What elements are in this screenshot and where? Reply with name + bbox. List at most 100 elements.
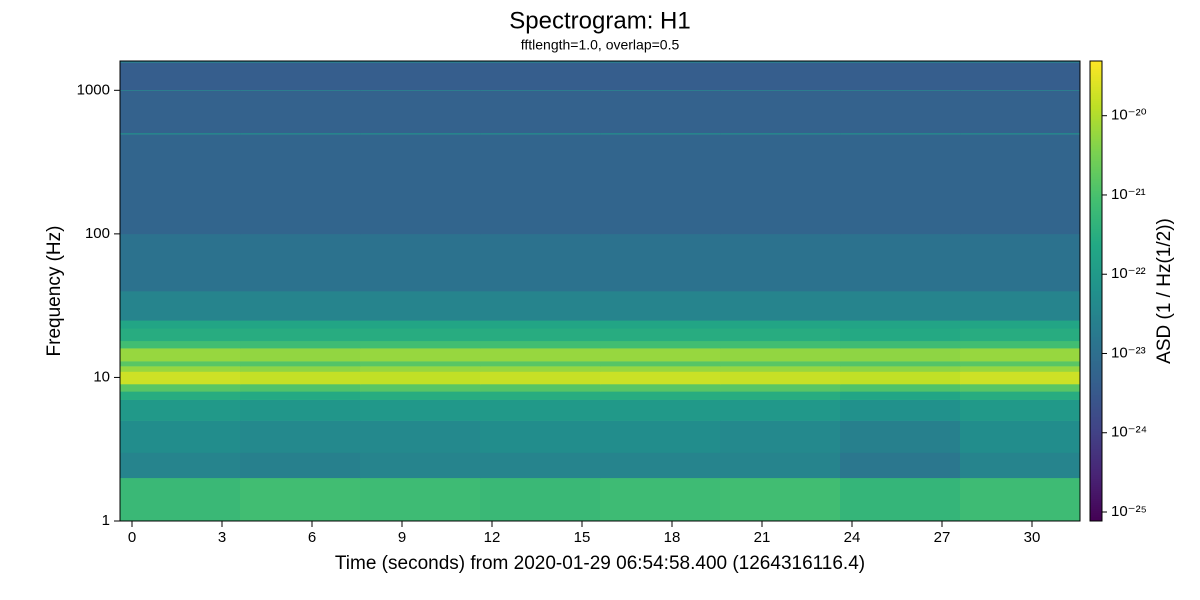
spectrogram-cell: [960, 361, 1081, 367]
colorbar-tick-label: 10⁻²⁴: [1111, 424, 1147, 441]
spectrogram-cell: [720, 366, 841, 372]
spectrogram-cell: [360, 420, 481, 453]
spectrogram-cell: [720, 291, 841, 321]
colorbar-swatch: [1090, 391, 1102, 394]
spectrogram-cell: [480, 90, 601, 134]
spectrogram-cell: [960, 348, 1081, 362]
colorbar-swatch: [1090, 77, 1102, 80]
spectrogram-cell: [360, 361, 481, 367]
spectrogram-cell: [120, 134, 241, 235]
colorbar-swatch: [1090, 473, 1102, 476]
colorbar-swatch: [1090, 241, 1102, 244]
colorbar-swatch: [1090, 403, 1102, 406]
spectrogram-cell: [360, 348, 481, 362]
colorbar-swatch: [1090, 337, 1102, 340]
x-tick-label: 24: [844, 529, 861, 546]
spectrogram-cell: [360, 291, 481, 321]
spectrogram-cell: [960, 62, 1081, 91]
spectrogram-cell: [480, 291, 601, 321]
spectrogram-cell: [960, 371, 1081, 385]
colorbar-swatch: [1090, 145, 1102, 148]
colorbar-swatch: [1090, 383, 1102, 386]
spectrogram-cell: [720, 384, 841, 392]
spectrogram-cell: [720, 89, 841, 91]
colorbar-swatch: [1090, 195, 1102, 198]
spectrogram-cell: [480, 233, 601, 292]
spectrogram-cell: [120, 371, 241, 385]
y-tick-label: 100: [85, 225, 110, 242]
colorbar-swatch: [1090, 201, 1102, 204]
colorbar-swatch: [1090, 99, 1102, 102]
spectrogram-cell: [840, 132, 961, 135]
spectrogram-cell: [360, 233, 481, 292]
spectrogram-cell: [600, 366, 721, 372]
colorbar-swatch: [1090, 517, 1102, 520]
spectrogram-cell: [720, 420, 841, 453]
colorbar-swatch: [1090, 417, 1102, 420]
colorbar-swatch: [1090, 111, 1102, 114]
x-tick-label: 30: [1024, 529, 1041, 546]
colorbar-swatch: [1090, 407, 1102, 410]
spectrogram-cell: [480, 328, 601, 342]
colorbar-swatch: [1090, 399, 1102, 402]
spectrogram-cell: [600, 233, 721, 292]
colorbar-swatch: [1090, 507, 1102, 510]
colorbar-swatch: [1090, 181, 1102, 184]
colorbar-swatch: [1090, 289, 1102, 292]
colorbar-swatch: [1090, 315, 1102, 318]
colorbar-swatch: [1090, 219, 1102, 222]
colorbar-swatch: [1090, 401, 1102, 404]
plot-frame: [119, 60, 1081, 522]
colorbar-swatch: [1090, 353, 1102, 356]
spectrogram-cell: [120, 90, 241, 134]
spectrogram-cell: [600, 61, 721, 63]
spectrogram-cell: [240, 384, 361, 392]
spectrogram-cell: [600, 132, 721, 135]
spectrogram-cell: [840, 134, 961, 235]
colorbar-swatch: [1090, 165, 1102, 168]
spectrogram-cell: [240, 328, 361, 342]
colorbar-swatch: [1090, 283, 1102, 286]
spectrogram-cell: [960, 477, 1081, 522]
colorbar-swatch: [1090, 437, 1102, 440]
spectrogram-cell: [840, 340, 961, 349]
spectrogram-cell: [840, 366, 961, 372]
spectrogram-cell: [480, 320, 601, 329]
spectrogram-cell: [840, 328, 961, 342]
colorbar-swatch: [1090, 451, 1102, 454]
spectrogram-cell: [720, 320, 841, 329]
colorbar-swatch: [1090, 341, 1102, 344]
spectrogram-cell: [120, 62, 241, 91]
spectrogram-cell: [120, 328, 241, 342]
spectrogram-cell: [240, 477, 361, 522]
colorbar-swatch: [1090, 441, 1102, 444]
spectrogram-cell: [840, 291, 961, 321]
colorbar-swatch: [1090, 313, 1102, 316]
spectrogram-cell: [600, 452, 721, 479]
colorbar-swatch: [1090, 67, 1102, 70]
spectrogram-cell: [120, 291, 241, 321]
spectrogram-cell: [360, 477, 481, 522]
colorbar-swatch: [1090, 369, 1102, 372]
colorbar-swatch: [1090, 215, 1102, 218]
spectrogram-cell: [600, 361, 721, 367]
spectrogram-cell: [720, 132, 841, 135]
colorbar-swatch: [1090, 85, 1102, 88]
spectrogram-cell: [360, 384, 481, 392]
colorbar-swatch: [1090, 307, 1102, 310]
spectrogram-cell: [360, 452, 481, 479]
colorbar-swatch: [1090, 485, 1102, 488]
spectrogram-cell: [480, 452, 601, 479]
colorbar-swatch: [1090, 357, 1102, 360]
spectrogram-cell: [240, 233, 361, 292]
colorbar-label: ASD (1 / Hz(1/2)): [1154, 218, 1175, 364]
spectrogram-cell: [240, 90, 361, 134]
colorbar-swatch: [1090, 233, 1102, 236]
colorbar-swatch: [1090, 129, 1102, 132]
spectrogram-cell: [480, 132, 601, 135]
spectrogram-cell: [960, 420, 1081, 453]
colorbar-swatch: [1090, 173, 1102, 176]
y-tick-label: 10: [93, 368, 110, 385]
spectrogram-cell: [600, 348, 721, 362]
colorbar-swatch: [1090, 377, 1102, 380]
